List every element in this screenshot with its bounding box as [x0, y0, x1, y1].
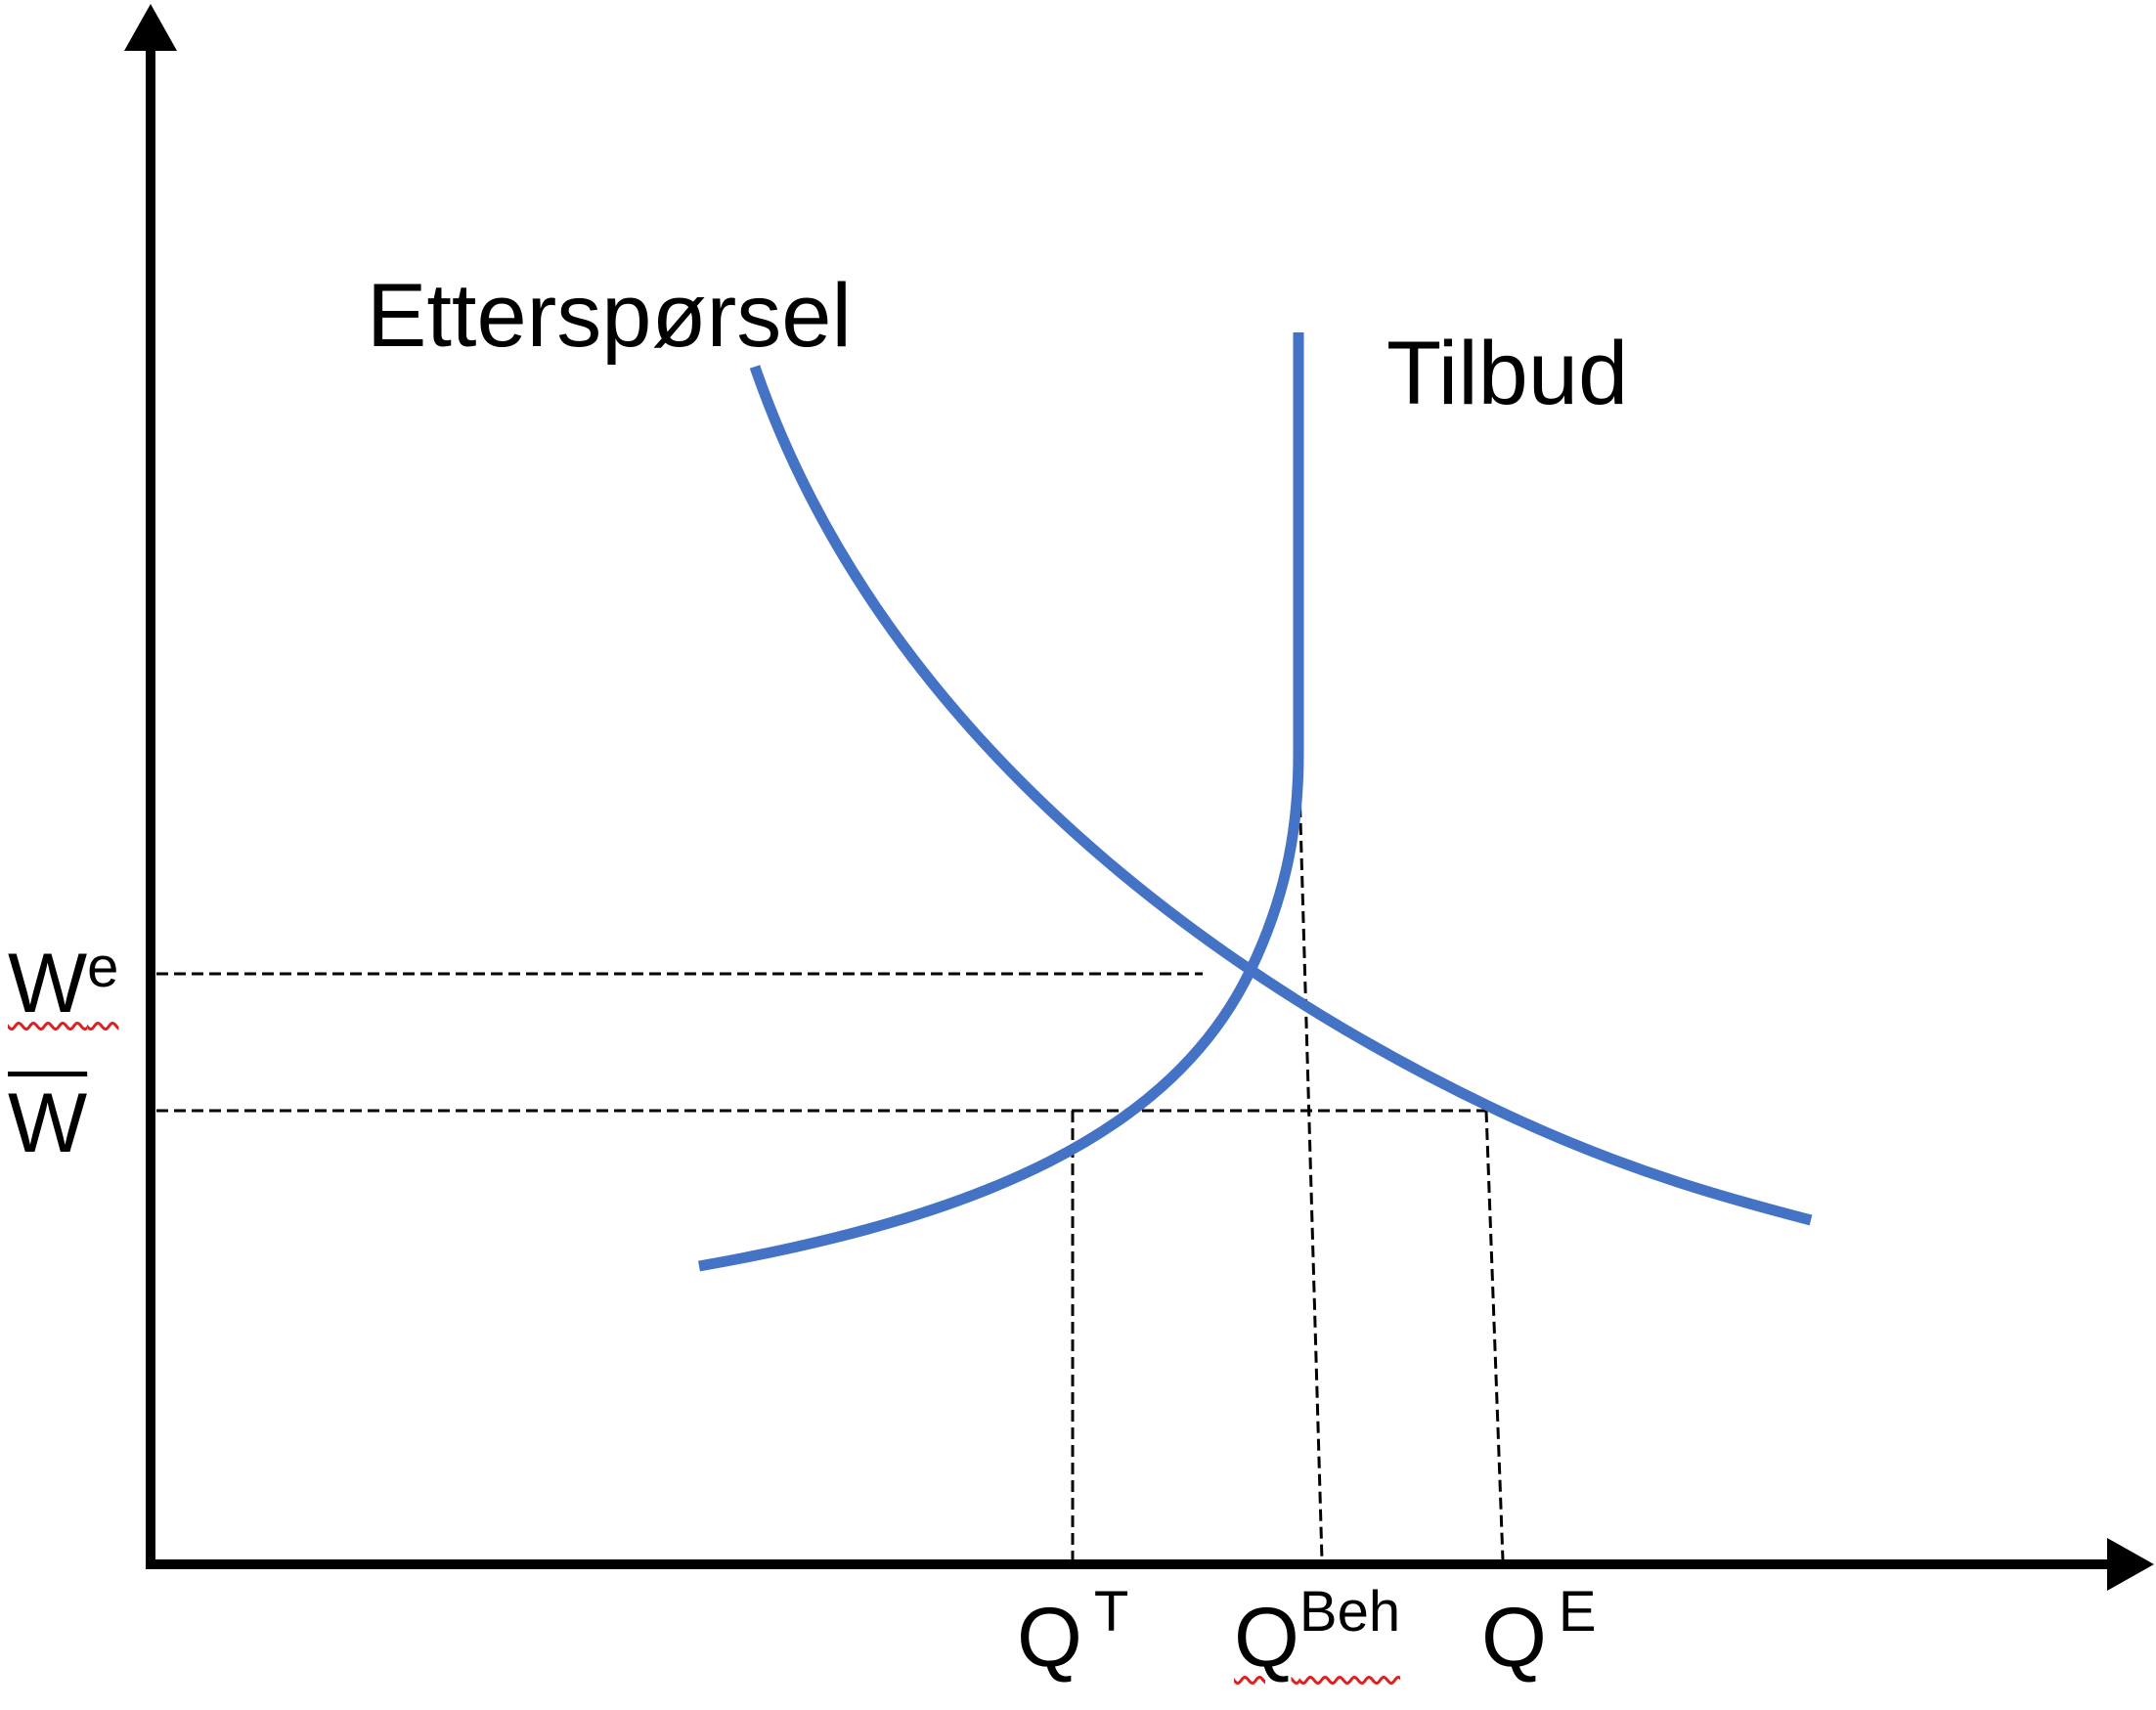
guide-qe-vertical	[1484, 1110, 1505, 1561]
supply-curve	[698, 332, 1304, 1272]
supply-label: Tilbud	[1386, 324, 1629, 423]
wage-equilibrium-label: We	[8, 940, 118, 1027]
y-axis-arrow	[124, 4, 177, 51]
wage-equilibrium-base: We	[8, 936, 119, 1030]
demand-curve	[749, 365, 1813, 1226]
q-beh-label: QBeh	[1234, 1580, 1401, 1685]
guide-qbeh-vertical	[1297, 752, 1324, 1561]
wage-bar-label: W	[8, 1076, 88, 1170]
demand-label: Etterspørsel	[367, 266, 852, 366]
x-axis-arrow	[2107, 1538, 2154, 1591]
